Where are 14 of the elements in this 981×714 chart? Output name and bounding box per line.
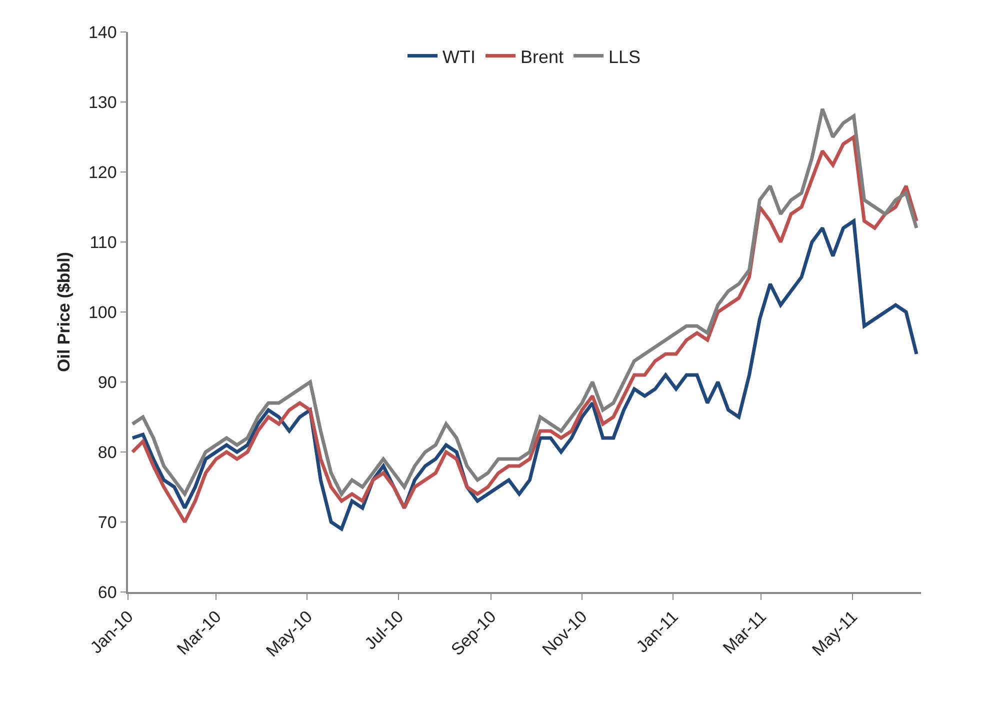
- y-tick-label: 110: [90, 232, 117, 252]
- y-tick-label: 60: [98, 582, 117, 602]
- legend-label: WTI: [442, 46, 476, 67]
- y-tick-label: 90: [98, 372, 117, 392]
- y-tick-label: 140: [88, 22, 117, 42]
- y-tick-label: 70: [98, 512, 117, 532]
- legend-label: Brent: [520, 46, 564, 67]
- y-axis-title: Oil Price ($bbl): [54, 252, 74, 372]
- legend-label: LLS: [608, 46, 641, 67]
- y-tick-label: 80: [98, 442, 117, 462]
- y-tick-label: 120: [88, 162, 117, 182]
- line-series: [130, 219, 918, 531]
- y-tick-label: 100: [88, 302, 117, 322]
- y-tick-label: 130: [88, 92, 117, 112]
